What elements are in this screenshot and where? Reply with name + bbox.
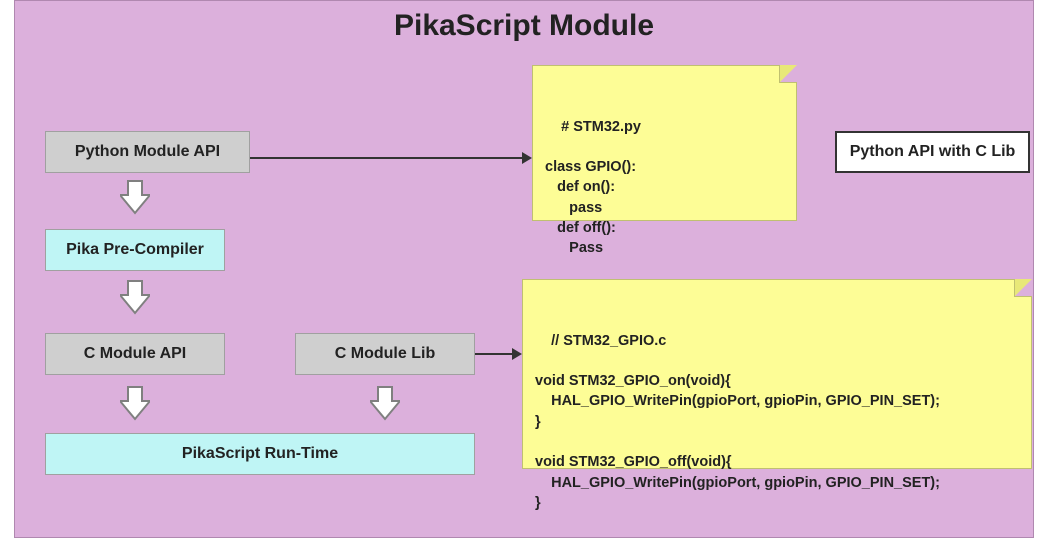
diagram-title: PikaScript Module (15, 9, 1033, 43)
node-c-module-api: C Module API (45, 333, 225, 375)
node-label: C Module Lib (335, 345, 435, 363)
edge-clib-to-note (475, 348, 522, 360)
node-label: PikaScript Run-Time (182, 445, 338, 463)
note-fold-icon (1014, 279, 1032, 297)
note-text: // STM32_GPIO.c void STM32_GPIO_on(void)… (535, 333, 940, 511)
note-text: # STM32.py class GPIO(): def on(): pass … (545, 119, 641, 257)
note-python-stub: # STM32.py class GPIO(): def on(): pass … (532, 65, 797, 221)
node-python-api-clib: Python API with C Lib (835, 131, 1030, 173)
block-arrow-down (370, 385, 400, 421)
node-label: Pika Pre-Compiler (66, 241, 204, 259)
note-c-impl: // STM32_GPIO.c void STM32_GPIO_on(void)… (522, 279, 1032, 469)
node-python-module-api: Python Module API (45, 131, 250, 173)
block-arrow-down (120, 385, 150, 421)
node-runtime: PikaScript Run-Time (45, 433, 475, 475)
diagram-canvas: PikaScript Module Python Module API Pika… (14, 0, 1034, 538)
node-label: Python API with C Lib (850, 143, 1016, 161)
block-arrow-down (120, 279, 150, 315)
node-label: C Module API (84, 345, 187, 363)
edge-pyapi-to-note (250, 152, 532, 164)
node-pika-precompiler: Pika Pre-Compiler (45, 229, 225, 271)
note-fold-icon (779, 65, 797, 83)
node-c-module-lib: C Module Lib (295, 333, 475, 375)
node-label: Python Module API (75, 143, 220, 161)
block-arrow-down (120, 179, 150, 215)
